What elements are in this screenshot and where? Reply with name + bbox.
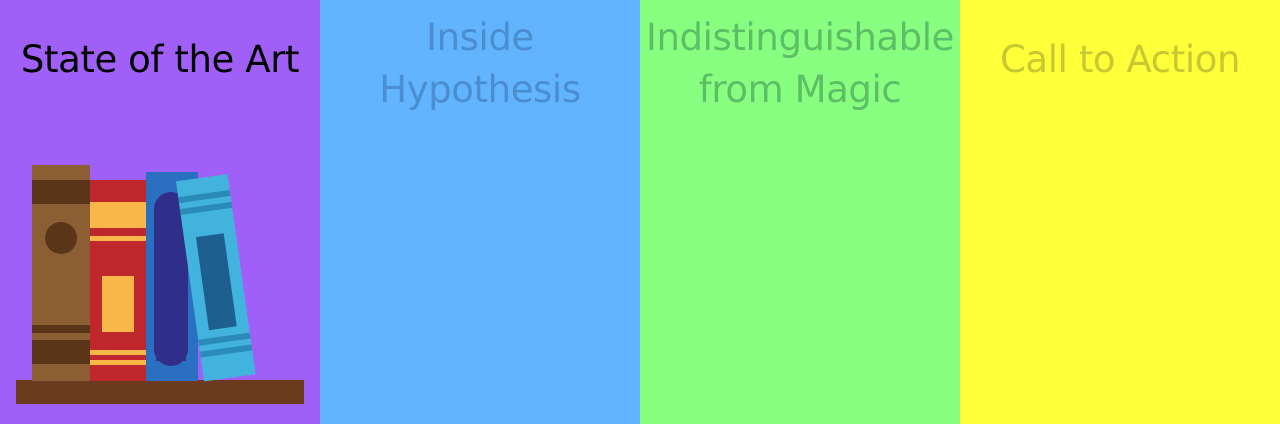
tab-title: Inside Hypothesis	[379, 16, 581, 111]
tab-title: Indistinguishable from Magic	[646, 16, 954, 111]
tab-indistinguishable-from-magic[interactable]: Indistinguishable from Magic	[640, 0, 960, 424]
tab-title: Call to Action	[999, 38, 1240, 81]
tab-state-of-the-art[interactable]: State of the Art	[0, 0, 320, 424]
tab-call-to-action[interactable]: Call to Action	[960, 0, 1280, 424]
bookshelf-icon	[16, 165, 304, 404]
tab-inside-hypothesis[interactable]: Inside Hypothesis	[320, 0, 640, 424]
tab-title: State of the Art	[20, 38, 300, 81]
